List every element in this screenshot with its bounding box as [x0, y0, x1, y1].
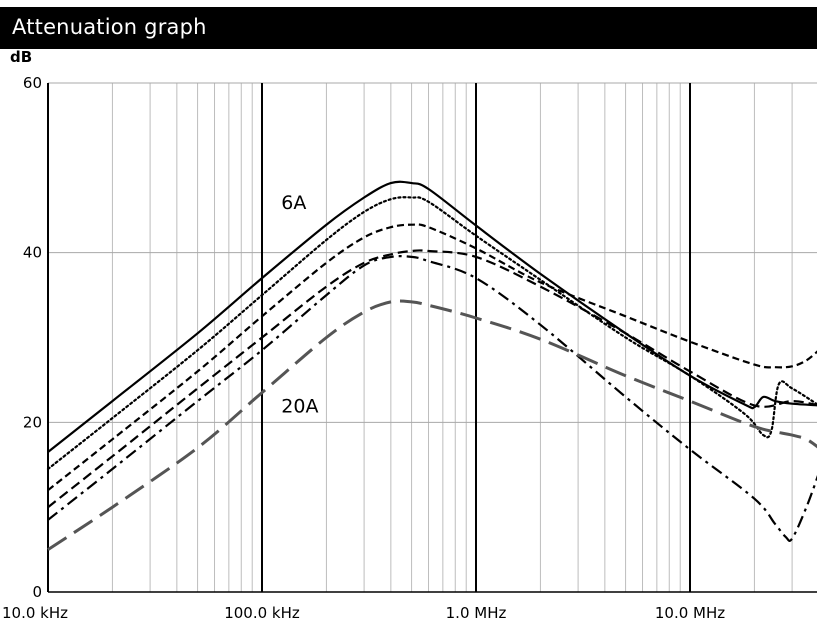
y-tick-label: 0 — [32, 583, 42, 601]
y-axis-unit: dB — [10, 48, 32, 66]
annotation-label: 6A — [281, 192, 306, 214]
series-line-dash-dot — [47, 255, 817, 542]
x-tick-label: 10.0 kHz — [2, 604, 68, 622]
title-bar: Attenuation graph — [0, 7, 817, 49]
tick-labels: 0 20 40 60 10.0 kHz 100.0 kHz 1.0 MHz 10.0 MHz — [2, 74, 725, 622]
series-line-long-dash — [47, 299, 817, 551]
axes — [47, 83, 817, 593]
major-grid — [48, 82, 817, 592]
x-tick-label: 100.0 kHz — [224, 604, 300, 622]
minor-grid — [111, 83, 793, 592]
x-tick-label: 10.0 MHz — [655, 604, 725, 622]
chart-title: Attenuation graph — [12, 15, 207, 39]
series-line-dotted — [46, 196, 817, 471]
series-line-short-dash — [47, 223, 817, 492]
annotations: 6A 20A — [281, 192, 318, 418]
series-layer — [46, 180, 817, 551]
y-tick-label: 20 — [23, 413, 42, 431]
x-tick-label: 1.0 MHz — [446, 604, 507, 622]
annotation-label: 20A — [281, 395, 318, 417]
y-tick-label: 40 — [23, 244, 42, 262]
series-line-dash — [47, 249, 817, 509]
y-tick-label: 60 — [23, 74, 42, 92]
series-line-solid — [47, 180, 817, 453]
